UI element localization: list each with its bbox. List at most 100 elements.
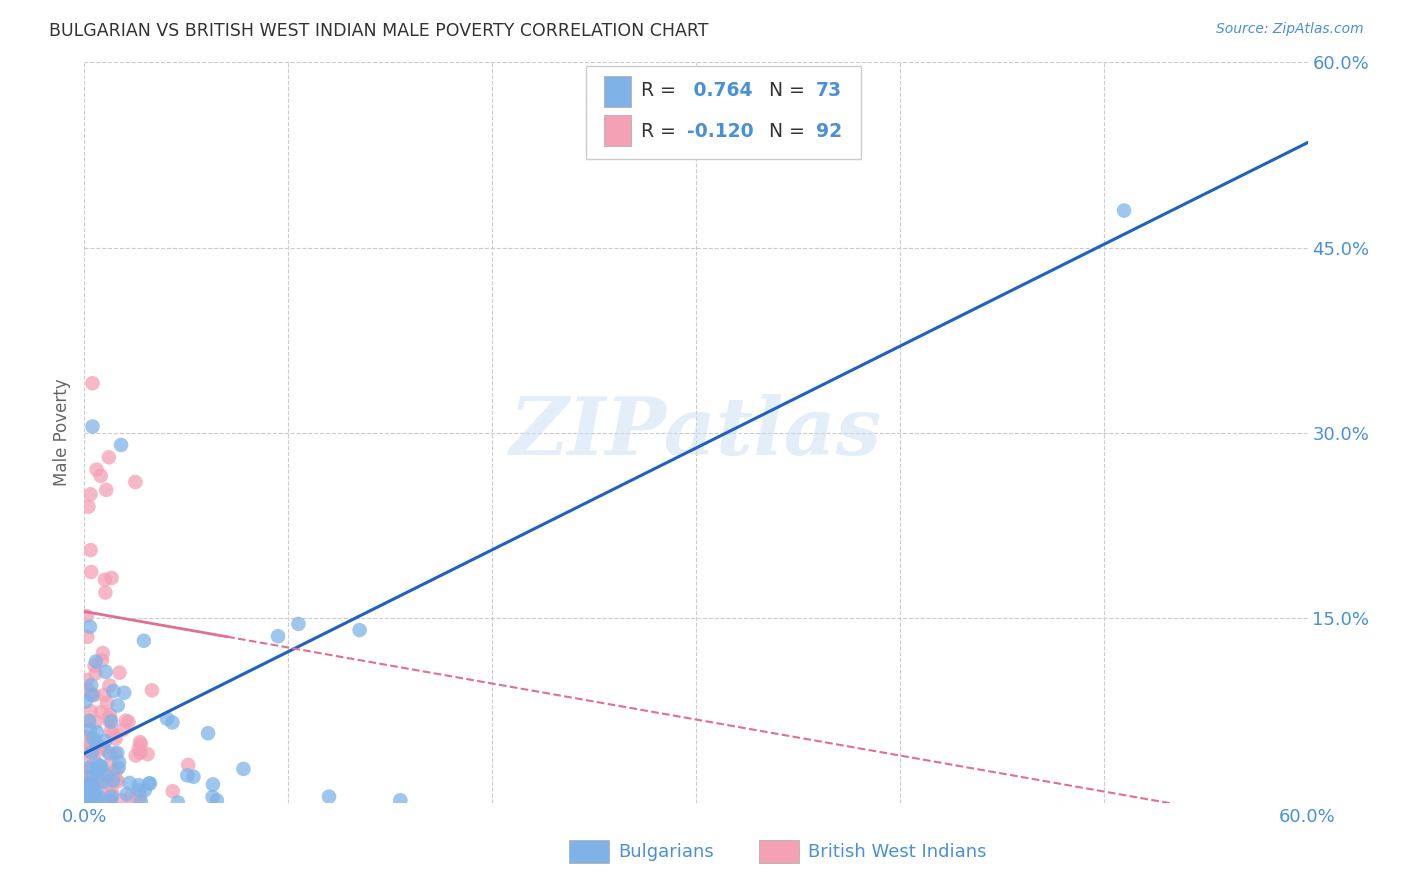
Point [183,770,205,784]
Point [94,585,117,599]
Text: -0.120: -0.120 [688,121,754,141]
Point [80,746,103,760]
Point [86,736,108,750]
Point [90,773,112,788]
Point [318,789,340,804]
Point [96,483,118,497]
Point [96,768,118,782]
Point [1114,203,1136,218]
Point [75,694,97,708]
Point [76,765,98,780]
Point [101,727,124,741]
Point [101,765,124,780]
Point [287,616,309,631]
Point [82,779,104,793]
Point [98,746,121,760]
Point [93,688,115,702]
Point [177,757,200,772]
Point [82,731,104,746]
Point [94,573,117,587]
Point [79,723,101,737]
Point [232,762,254,776]
Point [77,714,100,728]
Point [73,776,96,790]
Point [103,684,125,698]
Point [205,793,228,807]
Point [82,376,104,391]
Text: Bulgarians: Bulgarians [619,843,714,861]
Point [77,779,100,793]
Point [100,789,122,804]
Text: British West Indians: British West Indians [808,843,987,861]
Point [129,795,152,809]
Point [80,768,103,782]
Point [86,776,108,790]
Point [128,778,150,792]
Point [86,792,108,806]
Point [79,620,101,634]
Point [84,666,107,681]
Point [107,774,129,789]
Point [97,450,120,465]
Point [98,756,121,771]
Point [101,786,124,800]
Point [98,707,121,722]
Point [162,784,184,798]
Point [76,673,98,687]
Text: 0.764: 0.764 [688,81,752,100]
Point [101,773,124,788]
FancyBboxPatch shape [605,76,631,107]
Point [83,742,105,756]
Text: Source: ZipAtlas.com: Source: ZipAtlas.com [1216,22,1364,37]
Point [100,794,122,808]
Point [83,753,105,767]
Point [97,793,120,807]
FancyBboxPatch shape [586,66,860,159]
Point [100,714,122,729]
Point [267,629,290,643]
Bar [759,840,799,863]
Point [90,468,112,483]
Point [79,487,101,501]
Point [201,777,224,791]
Point [84,786,107,800]
Point [82,759,104,773]
Point [139,776,162,790]
Point [98,714,121,729]
Point [86,762,108,776]
Point [112,686,135,700]
Point [91,740,114,755]
Point [129,746,152,760]
Point [100,789,122,804]
Point [98,678,121,692]
Point [86,772,108,787]
Point [80,760,103,774]
Point [80,772,103,786]
Text: 73: 73 [815,81,842,100]
Point [73,792,96,806]
Text: ZIPatlas: ZIPatlas [510,394,882,471]
Y-axis label: Male Poverty: Male Poverty [53,379,72,486]
Point [90,759,112,773]
Point [96,696,118,710]
Point [107,761,129,775]
Point [75,783,97,797]
Point [80,565,103,579]
Point [93,743,115,757]
Point [90,653,112,667]
Point [79,789,101,803]
Point [124,475,146,489]
Point [105,763,128,777]
Point [73,780,96,794]
Point [127,794,149,808]
Point [80,678,103,692]
Point [115,714,138,728]
Point [73,794,96,808]
Point [132,633,155,648]
Point [79,543,101,558]
Point [76,781,98,796]
Point [129,735,152,749]
Point [87,757,110,772]
Point [134,783,156,797]
Point [76,630,98,644]
